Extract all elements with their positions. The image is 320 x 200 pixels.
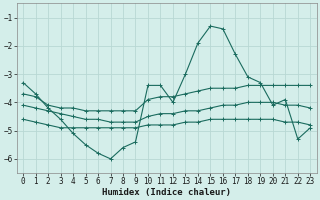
X-axis label: Humidex (Indice chaleur): Humidex (Indice chaleur)	[102, 188, 231, 197]
